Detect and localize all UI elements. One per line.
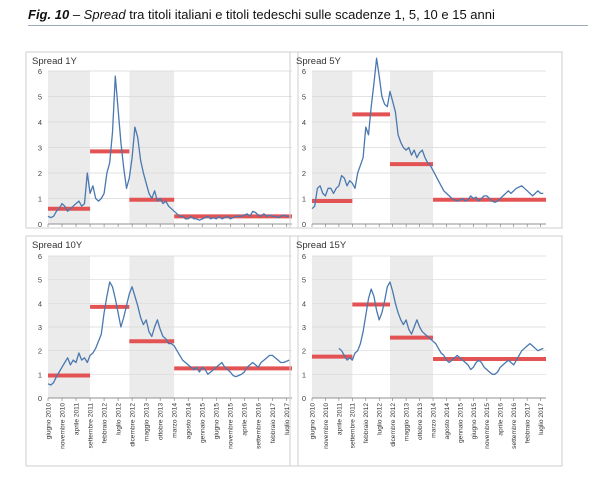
y-tick-label: 6 (38, 252, 42, 261)
y-tick-label: 3 (38, 144, 42, 153)
x-tick-label: giugno 2015 (214, 403, 221, 440)
chart-panel-4: Spread 15Y 0 1 2 3 4 5 6 giugno 2010 novembre 201… (289, 235, 563, 467)
y-tick-label: 2 (38, 169, 42, 178)
series-line (47, 75, 290, 221)
chart-panel-border (289, 51, 563, 229)
y-tick-label: 2 (38, 347, 42, 356)
x-tick-label: marzo 2014 (430, 403, 437, 438)
x-tick-label: settembre 2011 (87, 403, 94, 449)
figure-title: Fig. 10 – Spread tra titoli italiani e t… (28, 6, 588, 24)
figure-title-text: tra titoli italiani e titoli tedeschi su… (129, 7, 495, 22)
y-tick-label: 2 (302, 169, 306, 178)
y-tick-label: 6 (302, 252, 306, 261)
x-tick-label: luglio 2012 (116, 403, 123, 435)
y-tick-label: 0 (302, 220, 306, 229)
x-tick-label: febbraio 2012 (101, 403, 108, 444)
series-line (338, 281, 544, 375)
y-tick-label: 1 (38, 195, 42, 204)
y-tick-label: 6 (302, 67, 306, 76)
x-tick-label: marzo 2014 (172, 403, 179, 438)
x-tick-label: luglio 2017 (538, 403, 545, 435)
y-tick-label: 5 (38, 276, 42, 285)
x-tick-label: gennaio 2015 (200, 403, 207, 443)
y-tick-label: 5 (38, 93, 42, 102)
chart-panel-1: Spread 1Y 0 1 2 3 4 5 6 (25, 51, 299, 229)
x-tick-label: ottobre 2013 (417, 403, 424, 440)
y-tick-label: 4 (302, 299, 306, 308)
chart-panel-2: Spread 5Y 0 1 2 3 4 5 6 (289, 51, 563, 229)
x-tick-label: giugno 2010 (309, 403, 316, 440)
y-tick-label: 4 (38, 299, 42, 308)
x-tick-label: settembre 2016 (511, 403, 518, 449)
chart-panel-border (25, 51, 299, 229)
y-tick-label: 3 (38, 323, 42, 332)
x-tick-label: novembre 2015 (484, 403, 491, 449)
y-tick-label: 4 (38, 118, 42, 127)
y-tick-label: 1 (302, 195, 306, 204)
x-tick-label: maggio 2013 (144, 403, 151, 441)
y-tick-label: 0 (302, 394, 306, 403)
x-tick-label: febbraio 2017 (270, 403, 277, 444)
figure-title-italic: Spread (83, 7, 126, 22)
x-tick-label: dicembre 2012 (130, 403, 137, 447)
y-tick-label: 5 (302, 93, 306, 102)
y-tick-label: 0 (38, 220, 42, 229)
y-tick-label: 2 (302, 347, 306, 356)
title-divider (28, 25, 588, 26)
y-tick-label: 3 (302, 144, 306, 153)
y-tick-label: 0 (38, 394, 42, 403)
chart-title: Spread 15Y (296, 240, 347, 251)
x-tick-label: gennaio 2015 (457, 403, 464, 443)
series-line (47, 281, 290, 386)
y-tick-label: 6 (38, 67, 42, 76)
figure-number: Fig. 10 (28, 7, 70, 22)
y-tick-label: 3 (302, 323, 306, 332)
x-tick-label: aprile 2016 (498, 403, 505, 436)
x-tick-label: settembre 2011 (350, 403, 357, 449)
x-tick-label: giugno 2015 (471, 403, 478, 440)
x-tick-label: luglio 2012 (377, 403, 384, 435)
x-tick-label: aprile 2016 (242, 403, 249, 436)
x-tick-label: giugno 2010 (45, 403, 52, 440)
x-tick-label: agosto 2014 (444, 403, 451, 440)
x-tick-label: maggio 2013 (404, 403, 411, 441)
chart-panel-border (289, 235, 563, 467)
y-tick-label: 5 (302, 276, 306, 285)
x-tick-label: luglio 2017 (284, 403, 291, 435)
chart-panel-border (25, 235, 299, 467)
x-tick-label: aprile 2011 (336, 403, 343, 435)
y-tick-label: 1 (38, 370, 42, 379)
y-tick-label: 1 (302, 370, 306, 379)
x-tick-label: settembre 2016 (256, 403, 263, 449)
chart-title: Spread 5Y (296, 56, 342, 67)
x-tick-label: agosto 2014 (186, 403, 193, 440)
chart-title: Spread 10Y (32, 240, 83, 251)
x-tick-label: novembre 2010 (59, 403, 66, 449)
x-tick-label: aprile 2011 (73, 403, 80, 435)
y-tick-label: 4 (302, 118, 306, 127)
x-tick-label: ottobre 2013 (158, 403, 165, 440)
x-tick-label: dicembre 2012 (390, 403, 397, 447)
series-line (311, 57, 544, 210)
x-tick-label: novembre 2010 (323, 403, 330, 449)
chart-panel-3: Spread 10Y 0 1 2 3 4 5 6 giugno 2010 novembre 201… (25, 235, 299, 467)
figure-dash: – (72, 7, 81, 22)
x-tick-label: febbraio 2017 (525, 403, 532, 444)
x-tick-label: novembre 2015 (228, 403, 235, 449)
chart-title: Spread 1Y (32, 56, 78, 67)
x-tick-label: febbraio 2012 (363, 403, 370, 444)
